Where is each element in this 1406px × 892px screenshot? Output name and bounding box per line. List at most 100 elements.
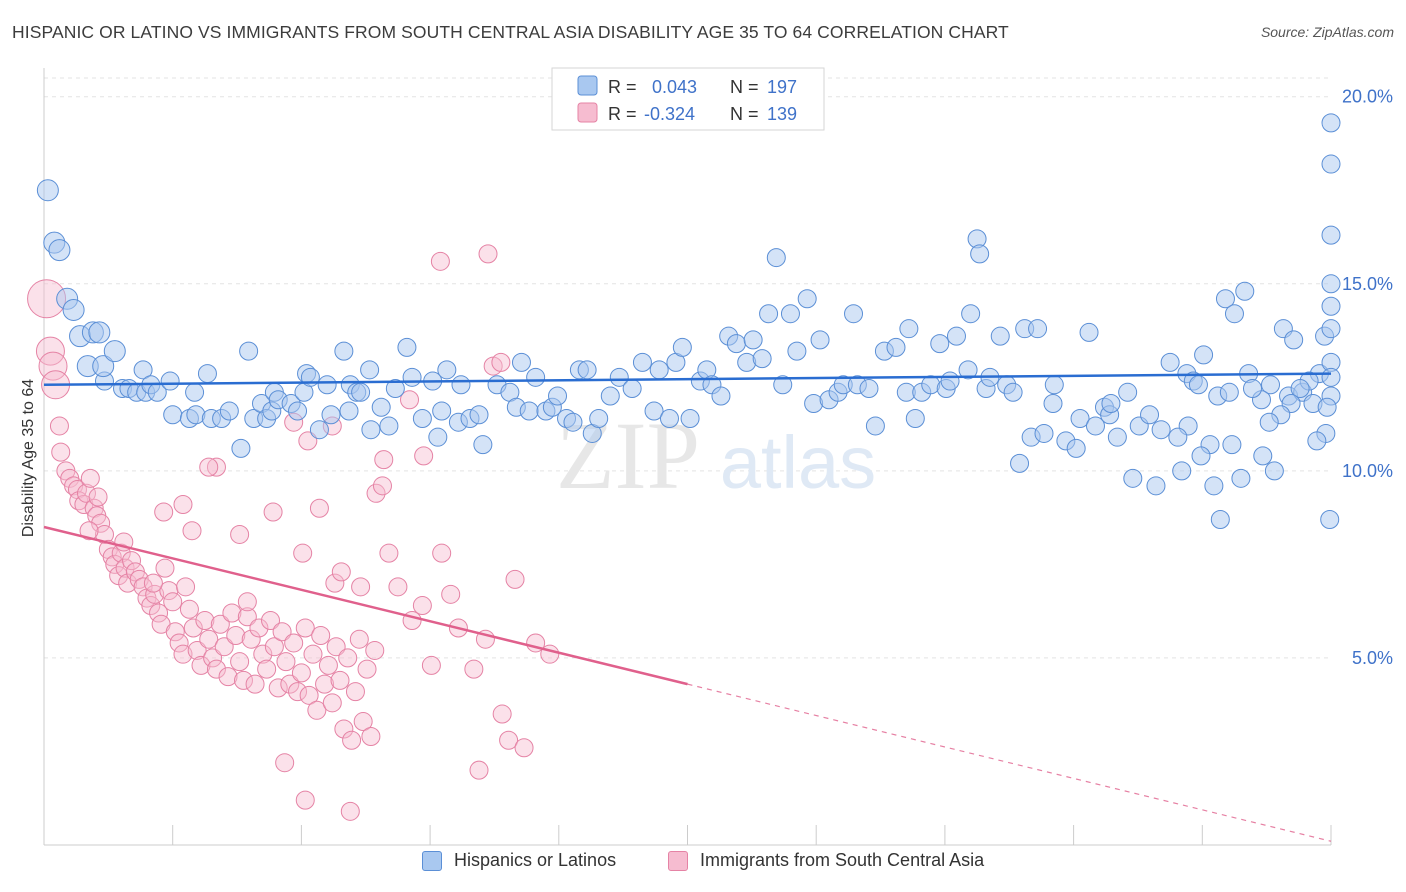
pink-point-82 <box>338 648 358 668</box>
pink-point-69 <box>288 682 308 702</box>
y-tick-label-0: 5.0% <box>1352 648 1393 668</box>
blue-point-24 <box>197 364 217 384</box>
pink-point-98 <box>263 502 283 522</box>
pink-point-65 <box>272 622 292 642</box>
pink-point-86 <box>353 712 373 732</box>
pink-point-51 <box>218 667 238 687</box>
blue-point-28 <box>231 438 251 458</box>
blue-point-90 <box>680 408 700 428</box>
pink-point-72 <box>299 685 319 705</box>
blue-point-74 <box>548 386 568 406</box>
blue-point-156 <box>1151 420 1171 440</box>
blue-point-166 <box>1219 382 1239 402</box>
blue-point-27 <box>219 401 239 421</box>
y-tick-label-3: 20.0% <box>1342 87 1393 107</box>
blue-point-8 <box>88 321 111 344</box>
blue-point-99 <box>752 349 772 369</box>
pink-point-76 <box>315 674 335 694</box>
blue-point-135 <box>1010 453 1030 473</box>
blue-point-194 <box>1290 379 1310 399</box>
pink-point-99 <box>293 543 313 563</box>
pink-point-113 <box>464 659 484 679</box>
blue-point-84 <box>632 352 652 372</box>
pink-point-133 <box>275 753 295 773</box>
blue-point-44 <box>334 341 354 361</box>
legend-label-hispanic: Hispanics or Latinos <box>454 850 617 870</box>
blue-point-145 <box>1079 322 1099 342</box>
legend-swatch-pink <box>668 850 688 871</box>
pink-point-30 <box>141 596 161 616</box>
blue-point-162 <box>1194 345 1214 365</box>
pink-point-116 <box>499 730 519 750</box>
legend-item-hispanic[interactable]: Hispanics or Latinos <box>422 850 616 871</box>
blue-point-42 <box>317 375 337 395</box>
y-axis-label: Disability Age 35 to 64 <box>20 379 37 537</box>
blue-point-113 <box>859 379 879 399</box>
blue-point-149 <box>1101 394 1121 414</box>
blue-point-76 <box>563 412 583 432</box>
blue-point-52 <box>379 416 399 436</box>
legend-n-label-2: N = <box>730 104 759 124</box>
pink-point-63 <box>264 637 284 657</box>
scatter-chart: ZIP atlas Disability Age 35 to 64 5.0%10… <box>20 67 1393 846</box>
blue-point-22 <box>185 382 205 402</box>
pink-point-68 <box>284 633 304 653</box>
blue-point-201 <box>1222 435 1242 455</box>
blue-point-62 <box>451 375 471 395</box>
blue-point-87 <box>659 408 679 428</box>
legend-top: R = 0.043 N = 197 R = -0.324 N = 139 <box>551 67 825 131</box>
y-tick-label-1: 10.0% <box>1342 461 1393 481</box>
pink-point-108 <box>412 596 432 616</box>
pink-point-28 <box>133 577 153 597</box>
blue-point-58 <box>428 427 448 447</box>
blue-point-105 <box>797 289 817 309</box>
blue-point-85 <box>644 401 664 421</box>
pink-point-102 <box>351 577 371 597</box>
pink-point-39 <box>173 644 193 664</box>
legend-bottom: Hispanics or Latinos Immigrants from Sou… <box>0 850 1406 880</box>
blue-point-19 <box>160 371 180 391</box>
pink-point-128 <box>298 431 318 451</box>
blue-point-4 <box>62 298 85 321</box>
legend-item-immigrants[interactable]: Immigrants from South Central Asia <box>668 850 984 871</box>
pink-point-97 <box>230 524 250 544</box>
pink-point-40 <box>176 577 196 597</box>
blue-point-206 <box>1168 427 1188 447</box>
pink-point-117 <box>514 738 534 758</box>
blue-point-170 <box>1253 446 1273 466</box>
pink-point-16 <box>91 513 111 533</box>
legend-top-swatch-pink <box>577 102 598 123</box>
blue-point-86 <box>649 360 669 380</box>
pink-point-50 <box>214 637 234 657</box>
pink-point-4 <box>49 416 69 436</box>
pink-point-84 <box>345 682 365 702</box>
pink-point-37 <box>165 622 185 642</box>
pink-point-105 <box>379 543 399 563</box>
blue-point-10 <box>92 355 115 378</box>
blue-point-167 <box>1224 304 1244 324</box>
pink-point-90 <box>79 521 99 541</box>
blue-point-152 <box>1123 468 1143 488</box>
pink-point-85 <box>349 629 369 649</box>
pink-point-13 <box>80 468 100 488</box>
blue-point-204 <box>1191 446 1211 466</box>
pink-point-78 <box>322 693 342 713</box>
pink-point-96 <box>206 457 226 477</box>
legend-label-immigrants: Immigrants from South Central Asia <box>700 850 985 870</box>
pink-point-106 <box>388 577 408 597</box>
blue-point-60 <box>437 360 457 380</box>
pink-point-38 <box>169 633 189 653</box>
pink-point-126 <box>491 352 511 372</box>
pink-point-5 <box>51 442 71 462</box>
blue-point-81 <box>600 386 620 406</box>
blue-point-180 <box>1320 509 1340 529</box>
pink-point-1 <box>35 336 65 366</box>
trend-line-hispanic <box>43 372 1332 387</box>
pink-point-44 <box>191 655 211 675</box>
blue-point-146 <box>1085 416 1105 436</box>
blue-point-151 <box>1118 382 1138 402</box>
blue-point-111 <box>844 304 864 324</box>
y-tick-label-2: 15.0% <box>1342 274 1393 294</box>
legend-r-label-1: R = <box>608 77 637 97</box>
blue-point-192 <box>1307 431 1327 451</box>
